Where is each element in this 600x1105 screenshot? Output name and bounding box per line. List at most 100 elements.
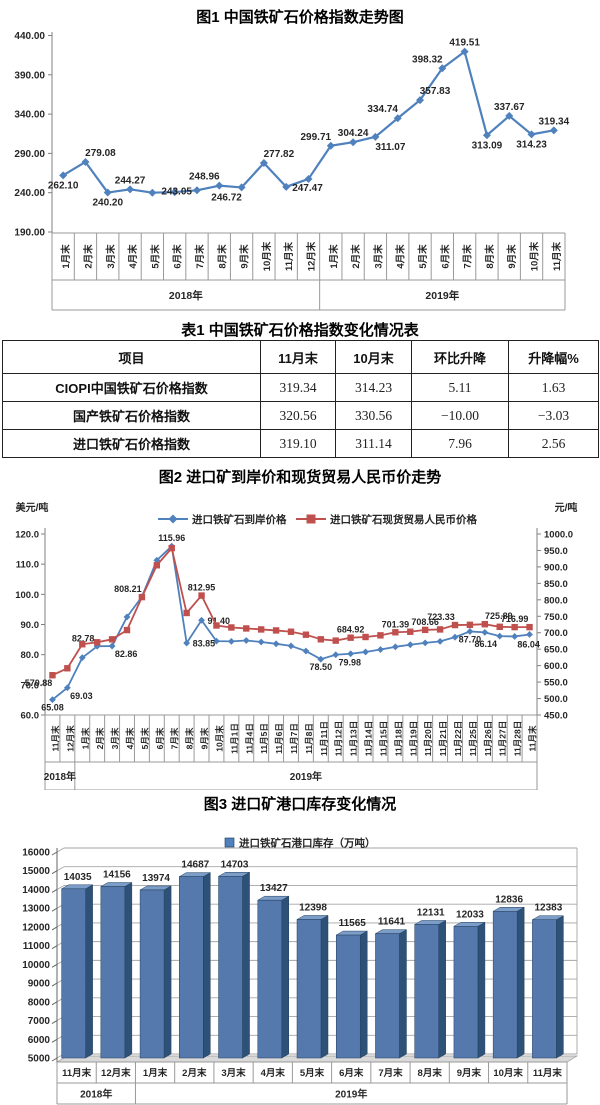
diamond-marker	[451, 633, 459, 641]
value-label: 398.32	[412, 54, 443, 65]
tick-label: 2月末	[350, 244, 362, 269]
left-axis-unit: 美元/吨	[16, 501, 49, 514]
chart-text: 290.00	[14, 149, 45, 160]
chart-text: 90.0	[21, 620, 40, 631]
diamond-marker	[304, 174, 313, 183]
bar-side	[163, 885, 172, 1059]
value-cell: 311.14	[335, 429, 412, 458]
value-label: 79.98	[338, 658, 361, 668]
tick-label: 11月12日	[334, 721, 344, 756]
tick-label: 10月末	[493, 1067, 523, 1079]
tick-label: 1月末	[143, 1067, 168, 1079]
bar	[532, 919, 557, 1059]
tick-label: 5月末	[300, 1067, 325, 1079]
square-marker	[347, 634, 354, 641]
chart-text: 750.0	[544, 612, 568, 623]
chart-text: 550.0	[544, 678, 568, 689]
bar-side	[477, 921, 486, 1059]
tick-label: 8月末	[185, 727, 195, 749]
chart-text: 70.0	[21, 680, 40, 691]
value-label: 243.05	[161, 186, 192, 197]
square-marker	[421, 626, 429, 634]
chart-text: 16000	[22, 848, 50, 859]
table-body: CIOPI中国铁矿石价格指数 319.34 314.23 5.11 1.63 国产铁矿石价…	[2, 373, 599, 458]
value-cell: 7.96	[411, 429, 509, 458]
square-marker	[243, 625, 250, 632]
bar-value-labels: 14035 14156 13974 14687 14703 13427 12398 11565…	[64, 859, 563, 929]
tick-label: 9月末	[200, 727, 210, 749]
diamond-marker	[347, 650, 355, 658]
chart-text: 240.00	[14, 188, 45, 199]
tick-label: 3月末	[105, 244, 117, 269]
markers	[49, 544, 533, 679]
value-cell: 319.10	[260, 429, 336, 458]
chart-text: 110.0	[16, 560, 39, 571]
bar-side	[320, 915, 329, 1059]
tick-label: 11月13日	[349, 721, 359, 756]
chart-text: 15000	[22, 866, 50, 877]
axes	[41, 528, 541, 716]
chart-text: 60.0	[21, 711, 40, 722]
fig1-title: 图1 中国铁矿石价格指数走势图	[196, 9, 404, 26]
tick-label: 11月20日	[423, 721, 433, 756]
chart-text: 100.0	[15, 590, 39, 601]
tick-label: 11月1日	[229, 723, 239, 754]
tick-label: 2月末	[95, 727, 105, 749]
chart-text: 13000	[22, 904, 50, 915]
tick-label: 12月末	[306, 241, 318, 271]
bar-value-label: 12383	[534, 903, 562, 914]
diamond-marker	[391, 643, 399, 651]
chart-text: 12000	[22, 922, 50, 933]
chart-text: 800.0	[544, 595, 568, 606]
tick-label: 8月末	[418, 1067, 443, 1079]
chart-text: 340.00	[14, 110, 45, 121]
tick-label: 11月8日	[304, 723, 314, 754]
diamond-marker	[78, 654, 86, 662]
bar	[257, 899, 283, 1059]
square-marker	[511, 623, 518, 631]
square-marker	[93, 639, 101, 646]
legend-label: 进口铁矿石现货贸易人民币价格	[330, 513, 477, 526]
tick-label: 12月末	[101, 1067, 131, 1079]
diamond-marker	[393, 114, 402, 123]
diamond-marker	[148, 188, 157, 197]
tick-label: 11月25日	[468, 721, 478, 756]
tick-label: 4月末	[125, 727, 135, 749]
value-label: 314.23	[516, 139, 547, 150]
square-marker	[257, 626, 265, 633]
chart-text: 9000	[28, 979, 51, 990]
value-label: 244.27	[115, 175, 146, 186]
bar-series	[60, 871, 565, 1059]
value-cell: 330.56	[335, 401, 412, 430]
tick-label: 9月末	[506, 244, 518, 269]
data-labels: 262.10 279.08 240.20 244.27 243.05 248.96 246.…	[48, 38, 570, 209]
bar-value-label: 11641	[378, 917, 406, 928]
diamond-marker	[81, 157, 90, 166]
diamond-marker	[481, 628, 489, 636]
value-label: 357.83	[420, 86, 451, 97]
diamond-marker	[377, 646, 384, 653]
bar-value-label: 14035	[64, 872, 92, 883]
value-label: 304.24	[338, 128, 369, 139]
diamond-marker	[237, 183, 246, 192]
tick-label: 7月末	[170, 727, 180, 749]
data-labels: 65.08 69.03 82.78 82.86 115.96 83.85 91.40 78.5…	[41, 533, 540, 712]
bar-side	[399, 929, 407, 1059]
diamond-marker	[287, 642, 295, 650]
value-label: 240.20	[92, 198, 123, 209]
category-labels: 2018年 2019年 11月末 12月末 1月末 2月末 3月末 4月末 5月末 6月末 7月末 8…	[62, 1067, 562, 1101]
square-marker	[49, 672, 56, 679]
bar-side	[359, 930, 368, 1059]
tick-label: 10月末	[261, 241, 273, 271]
value-label: 808.21	[114, 584, 142, 594]
tick-label: 5月末	[149, 244, 161, 269]
diamond-marker	[213, 637, 220, 645]
right-axis-unit: 元/吨	[555, 501, 578, 514]
tick-label: 5月末	[417, 244, 429, 269]
diamond-marker	[192, 186, 201, 195]
year-label: 2018年	[44, 770, 76, 783]
table-row: 国产铁矿石价格指数 320.56 330.56 −10.00 −3.03	[2, 401, 599, 430]
tick-label: 6月末	[172, 244, 184, 269]
value-label: 279.08	[85, 148, 116, 159]
square-marker	[138, 593, 146, 601]
